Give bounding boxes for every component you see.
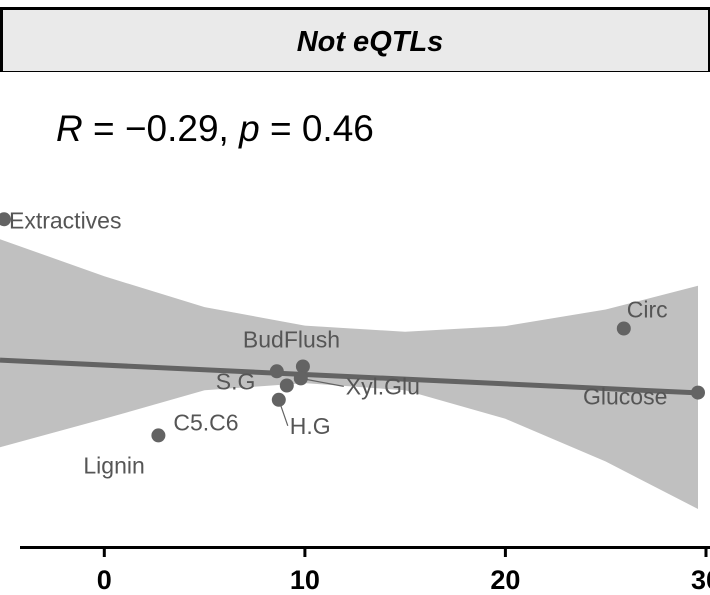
data-point-s-g: [269, 364, 284, 379]
point-label: BudFlush: [243, 327, 340, 353]
point-label: Lignin: [83, 452, 144, 478]
p-symbol: p: [238, 108, 260, 149]
data-point-extractives: [0, 212, 11, 227]
data-point-layer: [0, 212, 705, 443]
data-point-xyl-glu: [293, 371, 308, 386]
r-value: = −0.29,: [83, 108, 239, 149]
data-point-glucose: [691, 385, 705, 400]
point-label: Circ: [627, 297, 668, 323]
regression-line: [0, 357, 699, 396]
data-point-circ: [616, 321, 631, 336]
x-tick-label: 30: [691, 565, 710, 595]
label-leader: [300, 377, 344, 387]
point-label: S.G: [216, 368, 256, 394]
x-tick-label: 10: [290, 565, 320, 595]
x-axis: 0 10 20 30: [20, 546, 710, 595]
r-symbol: R: [56, 108, 83, 149]
x-tick-label: 20: [490, 565, 520, 595]
correlation-annotation: R = −0.29, p = 0.46: [56, 108, 374, 149]
point-label: Extractives: [9, 207, 121, 233]
point-label: Xyl.Glu: [346, 373, 420, 399]
data-point-c5-c6: [151, 428, 166, 443]
data-point-h-g: [271, 392, 286, 407]
x-tick-label: 0: [97, 565, 112, 595]
point-label: C5.C6: [173, 409, 238, 435]
regression-line-layer: [0, 357, 699, 396]
point-label-layer: Extractives Circ BudFlush S.G Xyl.Glu H.G Gluc…: [9, 207, 668, 478]
facet-title: Not eQTLs: [297, 26, 444, 58]
facet-strip: Not eQTLs: [0, 7, 710, 74]
point-label: Glucose: [583, 384, 667, 410]
data-point-budflush: [295, 359, 310, 374]
plot-panel: Extractives Circ BudFlush S.G Xyl.Glu H.G Gluc…: [0, 72, 710, 548]
point-label: H.G: [290, 413, 331, 439]
data-point: [279, 378, 294, 393]
facet-strip-background: [0, 7, 710, 74]
p-value: = 0.46: [260, 108, 374, 149]
x-tick-layer: 0 10 20 30: [97, 549, 710, 595]
